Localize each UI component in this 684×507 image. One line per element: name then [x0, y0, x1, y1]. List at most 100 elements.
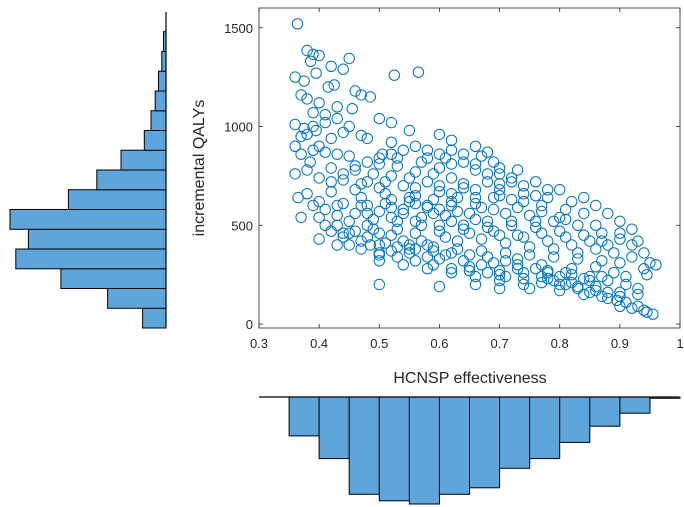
- scatter-points: [289, 18, 662, 320]
- scatter-point: [343, 120, 355, 133]
- scatter-point: [337, 227, 349, 239]
- scatter-point: [566, 276, 578, 289]
- scatter-point: [403, 239, 416, 251]
- scatter-point: [379, 176, 391, 188]
- bottom-histogram-bar: [559, 396, 591, 443]
- scatter-point: [469, 213, 482, 226]
- scatter-point: [511, 164, 524, 176]
- scatter-point: [626, 251, 638, 263]
- scatter-point: [298, 122, 310, 135]
- scatter-point: [469, 270, 482, 283]
- scatter-point: [481, 176, 494, 188]
- scatter-point: [566, 195, 578, 208]
- scatter-plot-box: [258, 7, 681, 329]
- scatter-point: [403, 243, 416, 255]
- scatter-point: [523, 241, 536, 253]
- scatter-point: [620, 296, 632, 308]
- scatter-point: [505, 193, 518, 206]
- scatter-point: [469, 191, 482, 204]
- scatter-point: [560, 267, 572, 279]
- scatter-point: [304, 156, 316, 168]
- scatter-point: [379, 237, 391, 249]
- scatter-point: [493, 162, 506, 174]
- scatter-point: [469, 184, 482, 196]
- scatter-point: [536, 199, 548, 212]
- y-tick-label: 500: [231, 218, 253, 233]
- scatter-point: [590, 219, 602, 232]
- scatter-point: [433, 219, 446, 232]
- scatter-point: [295, 89, 307, 101]
- scatter-point: [584, 270, 596, 283]
- scatter-point: [373, 255, 385, 267]
- scatter-point: [596, 270, 608, 283]
- scatter-point: [517, 188, 530, 200]
- left-histogram-bar: [27, 228, 167, 250]
- x-axis-label: HCNSP effectiveness: [393, 370, 546, 387]
- scatter-point: [325, 60, 337, 73]
- scatter-point: [590, 284, 602, 297]
- scatter-point: [325, 186, 337, 198]
- scatter-point: [367, 168, 379, 180]
- scatter-point: [451, 191, 464, 204]
- scatter-point: [331, 101, 343, 113]
- scatter-point: [620, 278, 632, 291]
- scatter-point: [536, 259, 548, 271]
- scatter-point: [349, 160, 361, 172]
- scatter-point: [560, 231, 572, 243]
- scatter-point: [391, 251, 403, 263]
- scatter-point: [367, 223, 379, 235]
- bottom-histogram-bar: [529, 396, 561, 460]
- scatter-point: [439, 152, 452, 164]
- scatter-point: [379, 197, 391, 210]
- scatter-point: [590, 199, 602, 212]
- scatter-point: [614, 227, 626, 239]
- bottom-histogram-bar: [378, 396, 410, 502]
- scatter-point: [644, 257, 656, 269]
- scatter-point: [505, 176, 518, 188]
- scatter-point: [493, 265, 506, 277]
- scatter-point: [391, 160, 403, 172]
- scatter-point: [487, 156, 500, 168]
- scatter-point: [602, 239, 614, 251]
- scatter-point: [337, 174, 349, 186]
- scatter-point: [560, 203, 572, 216]
- bottom-histogram-bar: [348, 396, 380, 495]
- scatter-point: [291, 18, 304, 30]
- scatter-point: [475, 150, 488, 162]
- scatter-point: [505, 219, 518, 232]
- scatter-point: [325, 176, 337, 188]
- scatter-point: [355, 191, 367, 204]
- scatter-point: [602, 207, 614, 220]
- scatter-point: [343, 215, 355, 228]
- scatter-point: [542, 184, 554, 196]
- scatter-point: [385, 211, 397, 224]
- scatter-point: [445, 215, 458, 228]
- scatter-point: [523, 249, 536, 261]
- scatter-point: [445, 247, 458, 259]
- scatter-point: [313, 211, 325, 224]
- scatter-point: [638, 247, 650, 259]
- scatter-point: [445, 144, 458, 156]
- scatter-point: [343, 239, 355, 251]
- scatter-point: [385, 148, 397, 160]
- scatter-point: [391, 241, 403, 253]
- scatter-point: [445, 172, 458, 184]
- scatter-point: [361, 199, 373, 212]
- scatter-point: [445, 188, 458, 200]
- scatter-point: [319, 203, 331, 216]
- x-tick-label: 0.6: [430, 336, 448, 351]
- scatter-point: [511, 263, 524, 275]
- scatter-point: [493, 168, 506, 180]
- scatter-point: [337, 126, 349, 139]
- scatter-point: [313, 233, 325, 245]
- scatter-point: [367, 213, 379, 226]
- scatter-point: [626, 239, 638, 251]
- scatter-point: [301, 164, 313, 176]
- scatter-point: [481, 267, 494, 279]
- left-histogram: [9, 12, 167, 329]
- scatter-point: [415, 211, 428, 224]
- scatter-point: [608, 267, 620, 279]
- scatter-point: [391, 152, 403, 164]
- scatter-point: [487, 191, 500, 204]
- scatter-point: [542, 191, 554, 204]
